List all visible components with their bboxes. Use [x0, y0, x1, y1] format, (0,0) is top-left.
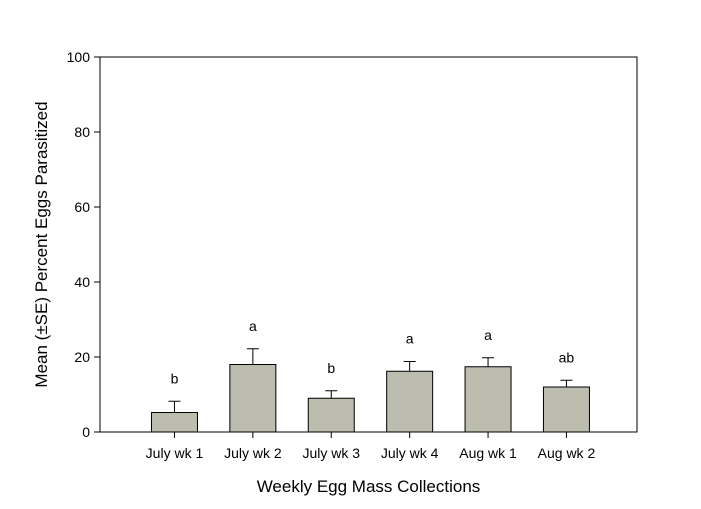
x-tick-label: July wk 4	[381, 445, 439, 461]
x-tick-label: Aug wk 1	[459, 445, 517, 461]
significance-label: b	[327, 360, 335, 376]
y-tick-label: 60	[74, 199, 90, 215]
bar	[464, 366, 512, 433]
significance-label: ab	[559, 349, 575, 365]
y-tick-label: 80	[74, 124, 90, 140]
y-tick-label: 40	[74, 274, 90, 290]
y-tick-label: 100	[67, 49, 91, 65]
y-tick-label: 20	[74, 349, 90, 365]
x-tick-label: July wk 2	[224, 445, 282, 461]
plot-frame	[99, 56, 638, 433]
bar	[150, 412, 198, 433]
bar	[307, 397, 355, 433]
bar	[386, 370, 434, 433]
bar	[229, 364, 277, 433]
x-tick-label: July wk 1	[146, 445, 204, 461]
y-axis: 0 20 40 60 80 100	[67, 49, 100, 440]
significance-label: b	[171, 370, 179, 386]
y-tick-label: 0	[82, 424, 90, 440]
x-axis-title: Weekly Egg Mass Collections	[257, 477, 481, 496]
bars-layer	[150, 364, 590, 433]
significance-label: a	[406, 331, 414, 347]
bar	[542, 386, 590, 433]
error-bars-layer	[168, 348, 573, 413]
x-tick-label: July wk 3	[302, 445, 360, 461]
x-tick-label: Aug wk 2	[538, 445, 596, 461]
y-axis-title: Mean (±SE) Percent Eggs Parasitized	[32, 101, 51, 387]
significance-label: a	[249, 318, 257, 334]
significance-label: a	[484, 327, 492, 343]
x-axis: July wk 1 July wk 2 July wk 3 July wk 4 Aug …	[146, 432, 596, 461]
